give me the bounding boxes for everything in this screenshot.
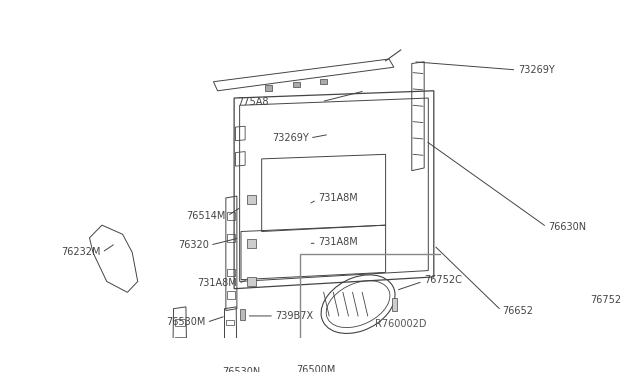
Text: 76752C: 76752C [424,275,462,285]
Text: 775A8: 775A8 [237,97,269,107]
Text: 73269Y: 73269Y [272,133,308,143]
Bar [227,234,236,241]
Bar [392,298,397,311]
Bar [246,239,256,248]
Bar [175,319,184,326]
Text: 76630N: 76630N [548,222,586,232]
Text: 731A8M: 731A8M [197,278,237,288]
Bar [246,277,256,286]
Bar [300,254,447,354]
Text: 76232M: 76232M [61,247,100,257]
Bar [292,82,300,87]
Text: 76500M: 76500M [296,365,335,372]
Bar [227,269,236,276]
Bar [246,195,256,204]
Bar [226,352,234,357]
Text: 76514M: 76514M [186,211,226,221]
Bar [227,212,236,220]
Text: 739B7X: 739B7X [275,311,314,321]
Text: 76652: 76652 [502,305,534,315]
Bar [226,320,234,325]
Text: 731A8M: 731A8M [318,193,358,203]
Text: 73269Y: 73269Y [518,65,555,75]
Bar [227,291,236,299]
Text: 76530N: 76530N [221,367,260,372]
Text: 731A8M: 731A8M [318,237,358,247]
Bar [175,359,184,367]
Bar [265,85,272,91]
Text: 76320: 76320 [178,240,209,250]
Bar [320,79,327,84]
Text: R760002D: R760002D [376,319,427,328]
Bar [239,309,245,320]
Bar [226,338,234,343]
Text: 76752: 76752 [590,295,621,305]
Bar [175,337,184,344]
Text: 76530M: 76530M [166,317,205,327]
